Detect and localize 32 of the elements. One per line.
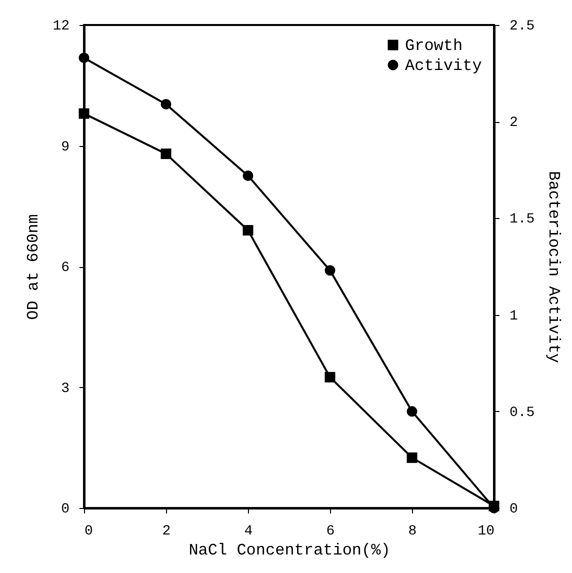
y-tick-label: 0 — [61, 502, 70, 518]
point — [324, 265, 336, 276]
x-tick-label: 0 — [84, 524, 93, 540]
y2-tick-label: 2 — [510, 115, 518, 132]
point — [160, 98, 172, 110]
y-axis-title: OD at 660nm — [24, 214, 43, 320]
y2-tick-label: 0.5 — [510, 404, 535, 421]
y2-tick-label: 1.5 — [510, 212, 535, 228]
x-tick-label: 4 — [244, 524, 253, 540]
y-tick-label: 9 — [61, 139, 70, 156]
x-tick-label: 2 — [162, 524, 171, 540]
y2-tick-label: 2.5 — [510, 18, 535, 34]
legend-label: Growth — [405, 37, 463, 55]
x-tick-label: 8 — [408, 524, 417, 540]
point — [406, 452, 418, 463]
y2-tick-label: 1 — [510, 308, 518, 324]
y-tick-label: 12 — [52, 18, 70, 34]
legend-label: Activity — [405, 57, 482, 75]
y-tick-label: 3 — [61, 380, 70, 397]
y2-tick-label: 0 — [510, 502, 518, 518]
point — [78, 52, 90, 64]
y-tick-label: 6 — [61, 260, 70, 276]
x-tick-label: 10 — [478, 524, 494, 540]
point — [160, 148, 172, 160]
y2-axis-title: Bacteriocin Activity — [544, 170, 563, 364]
x-tick-label: 6 — [326, 524, 335, 540]
point — [324, 372, 336, 382]
x-axis-title: NaCl Concentration(%) — [188, 542, 390, 560]
point — [78, 108, 90, 119]
point — [406, 406, 418, 417]
point — [242, 170, 254, 181]
point — [242, 225, 254, 236]
